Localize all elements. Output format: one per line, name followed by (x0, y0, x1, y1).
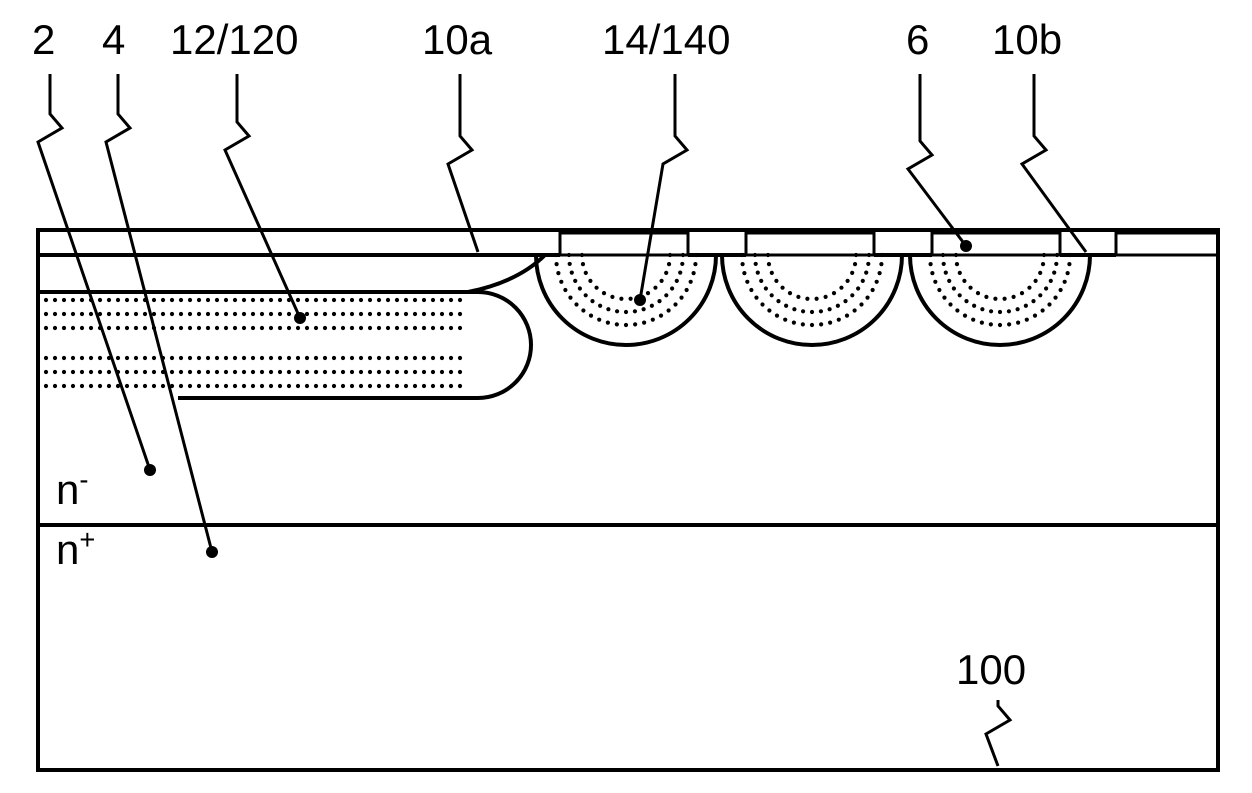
label-100: 100 (956, 646, 1026, 694)
diagram-canvas: 24 12/120 10a 14/140 6 10b 100 n-n+ (0, 0, 1252, 793)
label-top-0: 2 (32, 16, 55, 64)
label-top-6: 10b (992, 16, 1062, 64)
label-top-5: 6 (906, 16, 929, 64)
label-n-minus: n- (56, 466, 88, 514)
label-top-1: 4 (102, 16, 125, 64)
label-top-2: 12/120 (170, 16, 298, 64)
label-top-4: 14/140 (602, 16, 730, 64)
label-top-3: 10a (422, 16, 492, 64)
label-n-plus: n+ (56, 526, 95, 574)
diagram-svg (0, 0, 1252, 793)
